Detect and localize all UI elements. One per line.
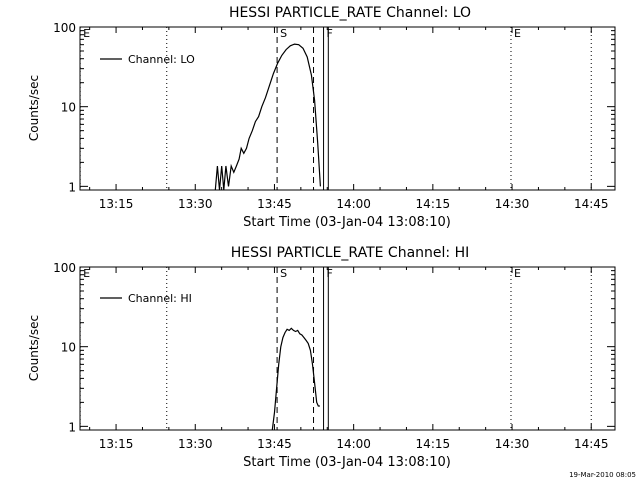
marker-label: F [327, 27, 333, 40]
series-line-hi-0 [271, 327, 320, 431]
series-line-lo-0 [214, 43, 321, 191]
x-tick-label: 14:45 [574, 197, 609, 211]
plot-frame-lo [79, 26, 616, 191]
x-tick-label: 14:00 [336, 197, 371, 211]
marker-label: F [327, 267, 333, 280]
x-tick-label: 14:00 [336, 437, 371, 451]
axis-ticks-lo: 13:15 13:30 13:45 14:00 14:15 14:30 14:45 1 10 10… [53, 21, 615, 211]
y-tick-label: 100 [53, 261, 76, 275]
y-axis-label-hi: Counts/sec [27, 315, 41, 381]
axis-ticks-hi: 13:15 13:30 13:45 14:00 14:15 14:30 14:45 1 10 10… [53, 261, 615, 451]
x-tick-label: 13:30 [178, 197, 213, 211]
panel-hi: HESSI PARTICLE_RATE Channel: HI E S F E 13:… [27, 245, 616, 470]
footer-timestamp: 19-Mar-2010 08:05 [569, 471, 636, 479]
x-axis-label-lo: Start Time (03-Jan-04 13:08:10) [243, 215, 451, 230]
x-tick-label: 13:15 [99, 437, 134, 451]
x-tick-label: 14:15 [416, 437, 451, 451]
x-tick-label: 14:30 [495, 197, 530, 211]
x-tick-label: 14:45 [574, 437, 609, 451]
y-tick-label: 1 [68, 420, 76, 434]
marker-label: E [83, 267, 90, 280]
x-tick-label: 14:30 [495, 437, 530, 451]
y-tick-label: 10 [61, 101, 76, 115]
marker-label: S [280, 267, 287, 280]
x-tick-label: 13:45 [257, 197, 292, 211]
x-tick-label: 13:45 [257, 437, 292, 451]
marker-label: E [83, 27, 90, 40]
marker-label: E [514, 27, 521, 40]
x-tick-label: 13:15 [99, 197, 134, 211]
chart-title-hi: HESSI PARTICLE_RATE Channel: HI [231, 245, 469, 261]
panel-lo: HESSI PARTICLE_RATE Channel: LO E S F E 13:… [27, 5, 616, 230]
series-lines-lo [214, 43, 321, 191]
x-tick-label: 14:15 [416, 197, 451, 211]
y-tick-label: 10 [61, 341, 76, 355]
chart-title-lo: HESSI PARTICLE_RATE Channel: LO [229, 5, 471, 21]
legend-label-hi: Channel: HI [128, 292, 192, 305]
marker-label: E [514, 267, 521, 280]
y-axis-label-lo: Counts/sec [27, 75, 41, 141]
series-lines-hi [271, 327, 320, 431]
x-axis-label-hi: Start Time (03-Jan-04 13:08:10) [243, 455, 451, 470]
y-tick-label: 100 [53, 21, 76, 35]
legend-label-lo: Channel: LO [128, 53, 195, 66]
x-tick-label: 13:30 [178, 437, 213, 451]
marker-label: S [280, 27, 287, 40]
y-tick-label: 1 [68, 180, 76, 194]
plot-frame-hi [79, 266, 616, 431]
